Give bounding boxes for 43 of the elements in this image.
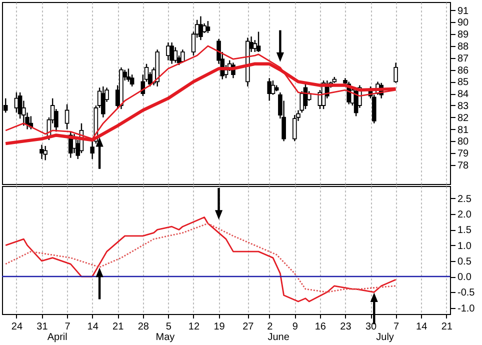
y-tick-label: 85: [458, 77, 470, 88]
x-tick-label: 31: [36, 322, 48, 332]
y-tick-label: 0.0: [458, 272, 472, 284]
text: May: [156, 332, 175, 343]
x-tick-label: 7: [394, 322, 400, 332]
x-tick-label: 21: [441, 322, 453, 332]
x-tick-label: 12: [188, 322, 200, 332]
y-tick-label: 2.5: [458, 194, 472, 205]
y-tick-label: 86: [458, 65, 470, 76]
text: July: [376, 332, 394, 343]
text: April: [47, 332, 68, 343]
x-tick-label: 27: [242, 322, 254, 332]
y-tick-label: 0.5: [458, 256, 472, 268]
y-tick-label: 1.0: [458, 240, 472, 252]
y-tick-label: 79: [458, 148, 470, 160]
x-tick-label: 21: [112, 322, 124, 332]
x-tick-label: 28: [138, 322, 150, 332]
x-tick-label: 14: [87, 322, 99, 332]
text: June: [268, 332, 290, 343]
x-tick-label: 7: [64, 322, 71, 332]
y-tick-label: 78: [458, 160, 470, 172]
y-tick-label: -0.5: [458, 288, 476, 299]
y-tick-label: 1.5: [458, 225, 472, 236]
y-tick-label: 82: [458, 112, 470, 124]
x-tick-label: 23: [340, 322, 352, 332]
x-tick-label: 16: [314, 322, 326, 332]
y-tick-label: 88: [458, 42, 470, 53]
y-tick-label: 89: [458, 30, 470, 41]
y-tick-label: 83: [458, 100, 470, 112]
x-tick-label: 5: [166, 322, 172, 332]
x-tick-label: 19: [214, 322, 226, 332]
x-tick-label: 24: [11, 322, 23, 332]
y-tick-label: 80: [458, 136, 470, 148]
y-tick-label: 87: [458, 53, 470, 64]
y-tick-label: 84: [458, 89, 470, 100]
x-tick-label: 2: [267, 322, 274, 332]
y-tick-label: 91: [458, 6, 470, 17]
x-tick-label: 14: [416, 322, 428, 332]
y-tick-label: 2.0: [458, 210, 472, 221]
y-tick-label: 81: [458, 124, 470, 136]
x-tick-label: 9: [292, 322, 298, 332]
y-tick-label: -1.0: [458, 303, 476, 314]
y-tick-label: 90: [458, 18, 470, 29]
